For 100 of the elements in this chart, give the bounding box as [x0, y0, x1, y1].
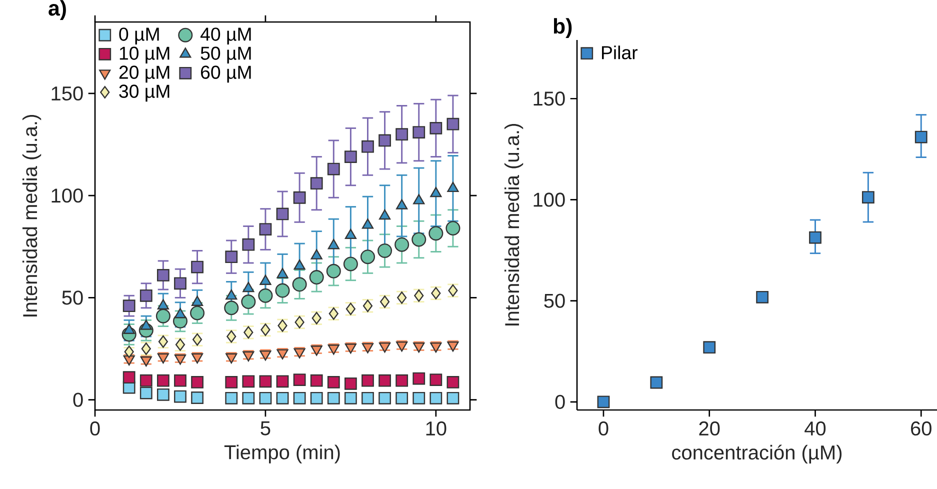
y-tick-label: 50	[62, 290, 83, 305]
y-tick-label: 150	[534, 92, 565, 106]
legend-label: 10 µM	[120, 46, 170, 64]
point	[360, 250, 375, 264]
point	[174, 277, 186, 290]
x-tick-label: 5	[260, 421, 270, 436]
point	[394, 237, 410, 252]
point	[294, 259, 306, 270]
point	[378, 374, 391, 387]
point	[259, 392, 272, 404]
point	[275, 283, 290, 298]
point	[225, 392, 238, 404]
point	[862, 191, 874, 204]
x-tick-label: 40	[804, 421, 826, 436]
point	[140, 386, 152, 400]
point	[396, 199, 408, 210]
point	[174, 308, 186, 318]
point	[242, 375, 255, 388]
point	[430, 122, 442, 134]
point	[446, 220, 460, 236]
point	[914, 130, 928, 144]
point	[362, 218, 374, 229]
point	[276, 375, 289, 388]
point	[362, 374, 374, 387]
legend-label: 30 µM	[119, 84, 170, 102]
point	[156, 374, 170, 387]
point	[191, 376, 204, 388]
x-tick-label: 0	[90, 421, 100, 436]
point	[343, 256, 358, 272]
point	[809, 231, 822, 244]
point	[174, 390, 186, 403]
x-tick-label: 60	[911, 421, 932, 436]
point	[225, 376, 238, 388]
y-tick-label: 50	[544, 294, 565, 308]
point	[344, 377, 357, 390]
point	[344, 150, 357, 163]
point	[122, 300, 136, 312]
point	[430, 392, 442, 404]
point	[310, 177, 323, 190]
x-tick-label: 10	[426, 421, 446, 436]
point	[378, 243, 392, 258]
x-axis-title: concentración (µM)	[672, 444, 842, 464]
point	[191, 392, 204, 404]
legend-label: 40 µM	[200, 28, 251, 44]
point	[293, 392, 306, 404]
chart-title: b)	[554, 18, 572, 38]
point	[413, 194, 425, 204]
x-axis-title: Tiempo (min)	[224, 444, 340, 464]
legend-label: 20 µM	[119, 66, 170, 83]
point	[156, 388, 170, 401]
point	[310, 392, 323, 404]
point	[293, 374, 306, 386]
point	[226, 289, 238, 300]
chart-title: a)	[48, 0, 66, 20]
point	[362, 140, 374, 153]
point	[258, 288, 273, 303]
point	[242, 238, 255, 251]
point	[412, 126, 426, 138]
point	[396, 128, 408, 141]
point	[191, 296, 204, 306]
point	[174, 374, 186, 387]
point	[191, 260, 204, 274]
point	[412, 392, 426, 404]
point	[378, 134, 391, 147]
point	[276, 392, 289, 404]
point	[242, 392, 255, 404]
point	[276, 208, 289, 220]
point	[650, 376, 663, 389]
point	[396, 392, 408, 404]
point	[190, 306, 205, 320]
point	[310, 249, 322, 260]
legend-label: 60 µM	[201, 66, 251, 83]
legend-label: 50 µM	[200, 46, 251, 64]
y-tick-label: 0	[73, 392, 83, 407]
point	[276, 268, 288, 278]
point	[447, 182, 459, 192]
point	[446, 118, 460, 130]
point	[327, 162, 340, 176]
point	[260, 274, 272, 285]
point	[241, 294, 256, 310]
point	[430, 186, 442, 198]
point	[428, 226, 444, 241]
y-tick-label: 150	[52, 86, 83, 101]
point	[157, 299, 169, 310]
y-tick-label: 100	[534, 192, 565, 207]
point	[446, 392, 460, 404]
point	[756, 290, 769, 304]
y-tick-label: 0	[555, 394, 565, 409]
point	[362, 392, 374, 404]
x-tick-label: 20	[699, 421, 720, 436]
point	[259, 223, 272, 236]
legend-label: Pilar	[602, 46, 638, 60]
point	[446, 376, 460, 388]
point	[224, 300, 239, 316]
point	[122, 371, 136, 384]
legend-label: 0 µM	[119, 28, 159, 44]
point	[430, 374, 442, 386]
point	[140, 374, 152, 387]
point	[396, 374, 408, 387]
point	[156, 308, 170, 324]
